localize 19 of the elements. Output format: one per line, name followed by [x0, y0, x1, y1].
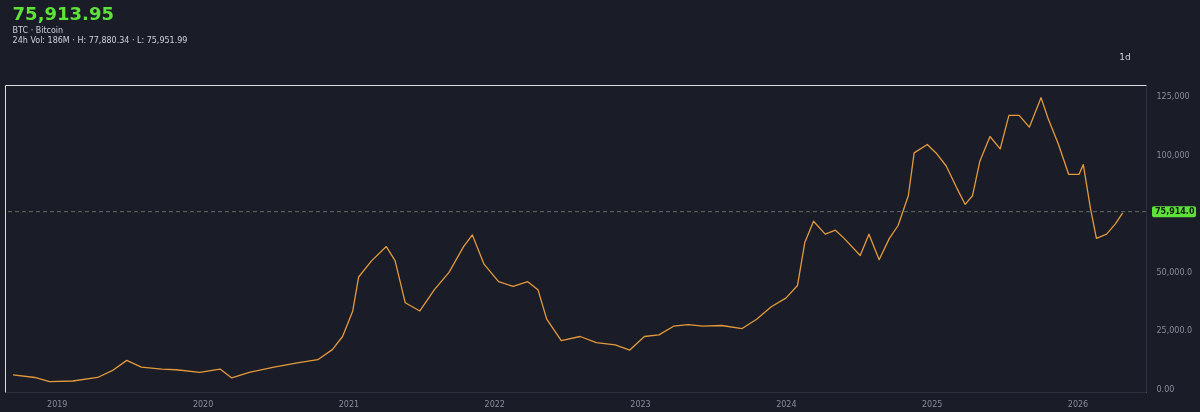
x-tick-label: 2020 — [192, 399, 214, 409]
ref-line-label: 75,914.0 — [1155, 206, 1195, 216]
y-tick-label: 100,000 — [1156, 150, 1190, 160]
text: 1d — [1119, 52, 1131, 62]
line-series — [12, 97, 1124, 383]
text: BTC · Bitcoin — [12, 26, 64, 35]
text: 24h Vol: 186M · H: 77,880.34 · L: 75,951.99 — [12, 36, 188, 45]
x-tick-label: 2019 — [47, 399, 68, 409]
x-tick-label: 2024 — [776, 399, 797, 409]
y-tick-label: 50,000.0 — [1156, 267, 1193, 277]
x-tick-label: 2021 — [338, 399, 360, 409]
x-tick-label: 2022 — [484, 399, 505, 409]
x-tick-label: 2025 — [921, 399, 943, 409]
y-tick-label: 25,000.0 — [1156, 326, 1193, 336]
y-tick-label: 0.00 — [1156, 384, 1175, 394]
x-tick-label: 2026 — [1067, 399, 1089, 409]
x-tick-label: 2023 — [630, 399, 651, 409]
chart-title: 75,913.95 — [12, 3, 114, 24]
y-tick-label: 125,000 — [1156, 92, 1190, 102]
